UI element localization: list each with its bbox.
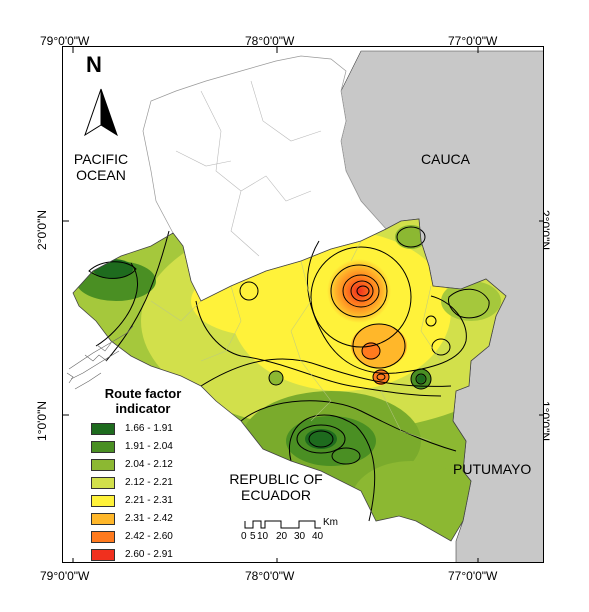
north-letter: N <box>86 52 102 77</box>
legend-range-label: 1.91 - 2.04 <box>125 441 173 452</box>
legend-range-label: 2.42 - 2.60 <box>125 531 173 542</box>
label-republic-of-ecuador: REPUBLIC OF ECUADOR <box>221 471 331 503</box>
coord-bottom-79w: 79°0'0"W <box>40 569 90 583</box>
legend-range-label: 2.21 - 2.31 <box>125 495 173 506</box>
northern-internal-boundaries <box>175 80 322 257</box>
legend-swatch <box>91 549 115 561</box>
coord-bottom-78w: 78°0'0"W <box>245 569 295 583</box>
legend-rows: 1.66 - 1.91 1.91 - 2.04 2.04 - 2.12 2.12 - … <box>83 420 203 564</box>
scale-tick-20: 20 <box>276 531 288 542</box>
legend-range-label: 2.31 - 2.42 <box>125 513 173 524</box>
label-putumayo: PUTUMAYO <box>453 461 532 477</box>
scale-tick-40: 40 <box>312 531 324 542</box>
legend-range-label: 2.12 - 2.21 <box>125 477 173 488</box>
legend-range-label: 1.66 - 1.91 <box>125 423 173 434</box>
legend-item: 2.04 - 2.12 <box>91 456 203 474</box>
coord-top-79w: 79°0'0"W <box>40 34 90 48</box>
scale-unit: Km <box>323 517 338 528</box>
label-pacific-ocean: PACIFIC OCEAN <box>71 151 131 183</box>
label-pacific-line2: OCEAN <box>76 167 126 183</box>
legend-swatch <box>91 459 115 471</box>
legend-range-label: 2.04 - 2.12 <box>125 459 173 470</box>
coord-left-2n: 2°0'0"N <box>35 209 50 251</box>
legend-item: 2.21 - 2.31 <box>91 492 203 510</box>
frame-ticks <box>63 47 543 562</box>
legend-title-line2: indicator <box>115 401 171 416</box>
label-pacific-line1: PACIFIC <box>73 151 129 167</box>
legend-swatch <box>91 441 115 453</box>
legend-item: 2.60 - 2.91 <box>91 546 203 564</box>
legend-swatch <box>91 513 115 525</box>
legend-title-line1: Route factor <box>104 386 182 401</box>
legend-title: Route factor indicator <box>83 386 203 416</box>
legend-swatch <box>91 477 115 489</box>
legend-item: 2.31 - 2.42 <box>91 510 203 528</box>
coord-top-78w: 78°0'0"W <box>245 34 295 48</box>
north-arrow-icon <box>84 88 118 137</box>
legend-swatch <box>91 495 115 507</box>
legend-item: 2.12 - 2.21 <box>91 474 203 492</box>
map-frame: N PACIFIC OCEAN CAUCA PUTUMAYO REPUBLIC … <box>62 46 544 563</box>
coastal-islands <box>66 325 134 390</box>
legend-item: 1.66 - 1.91 <box>91 420 203 438</box>
scale-bar <box>244 520 321 529</box>
legend-swatch <box>91 423 115 435</box>
scale-tick-0: 0 <box>241 531 247 542</box>
label-ecuador-line1: REPUBLIC OF <box>229 471 323 487</box>
coord-bottom-77w: 77°0'0"W <box>448 569 498 583</box>
scale-tick-30: 30 <box>294 531 306 542</box>
legend-range-label: 2.60 - 2.91 <box>125 549 173 560</box>
legend-item: 2.42 - 2.60 <box>91 528 203 546</box>
department-outline <box>72 218 507 542</box>
scale-tick-10: 10 <box>257 531 269 542</box>
legend-item: 1.91 - 2.04 <box>91 438 203 456</box>
scale-tick-5: 5 <box>250 531 256 542</box>
label-cauca: CAUCA <box>421 151 471 167</box>
coord-left-1n: 1°0'0"N <box>35 400 50 442</box>
legend-swatch <box>91 531 115 543</box>
contour-lines <box>88 226 490 522</box>
legend: Route factor indicator 1.66 - 1.91 1.91 -… <box>83 386 203 564</box>
map-canvas <box>63 47 543 562</box>
coord-top-77w: 77°0'0"W <box>448 34 498 48</box>
municipal-boundaries <box>150 240 442 442</box>
label-ecuador-line2: ECUADOR <box>240 487 311 503</box>
